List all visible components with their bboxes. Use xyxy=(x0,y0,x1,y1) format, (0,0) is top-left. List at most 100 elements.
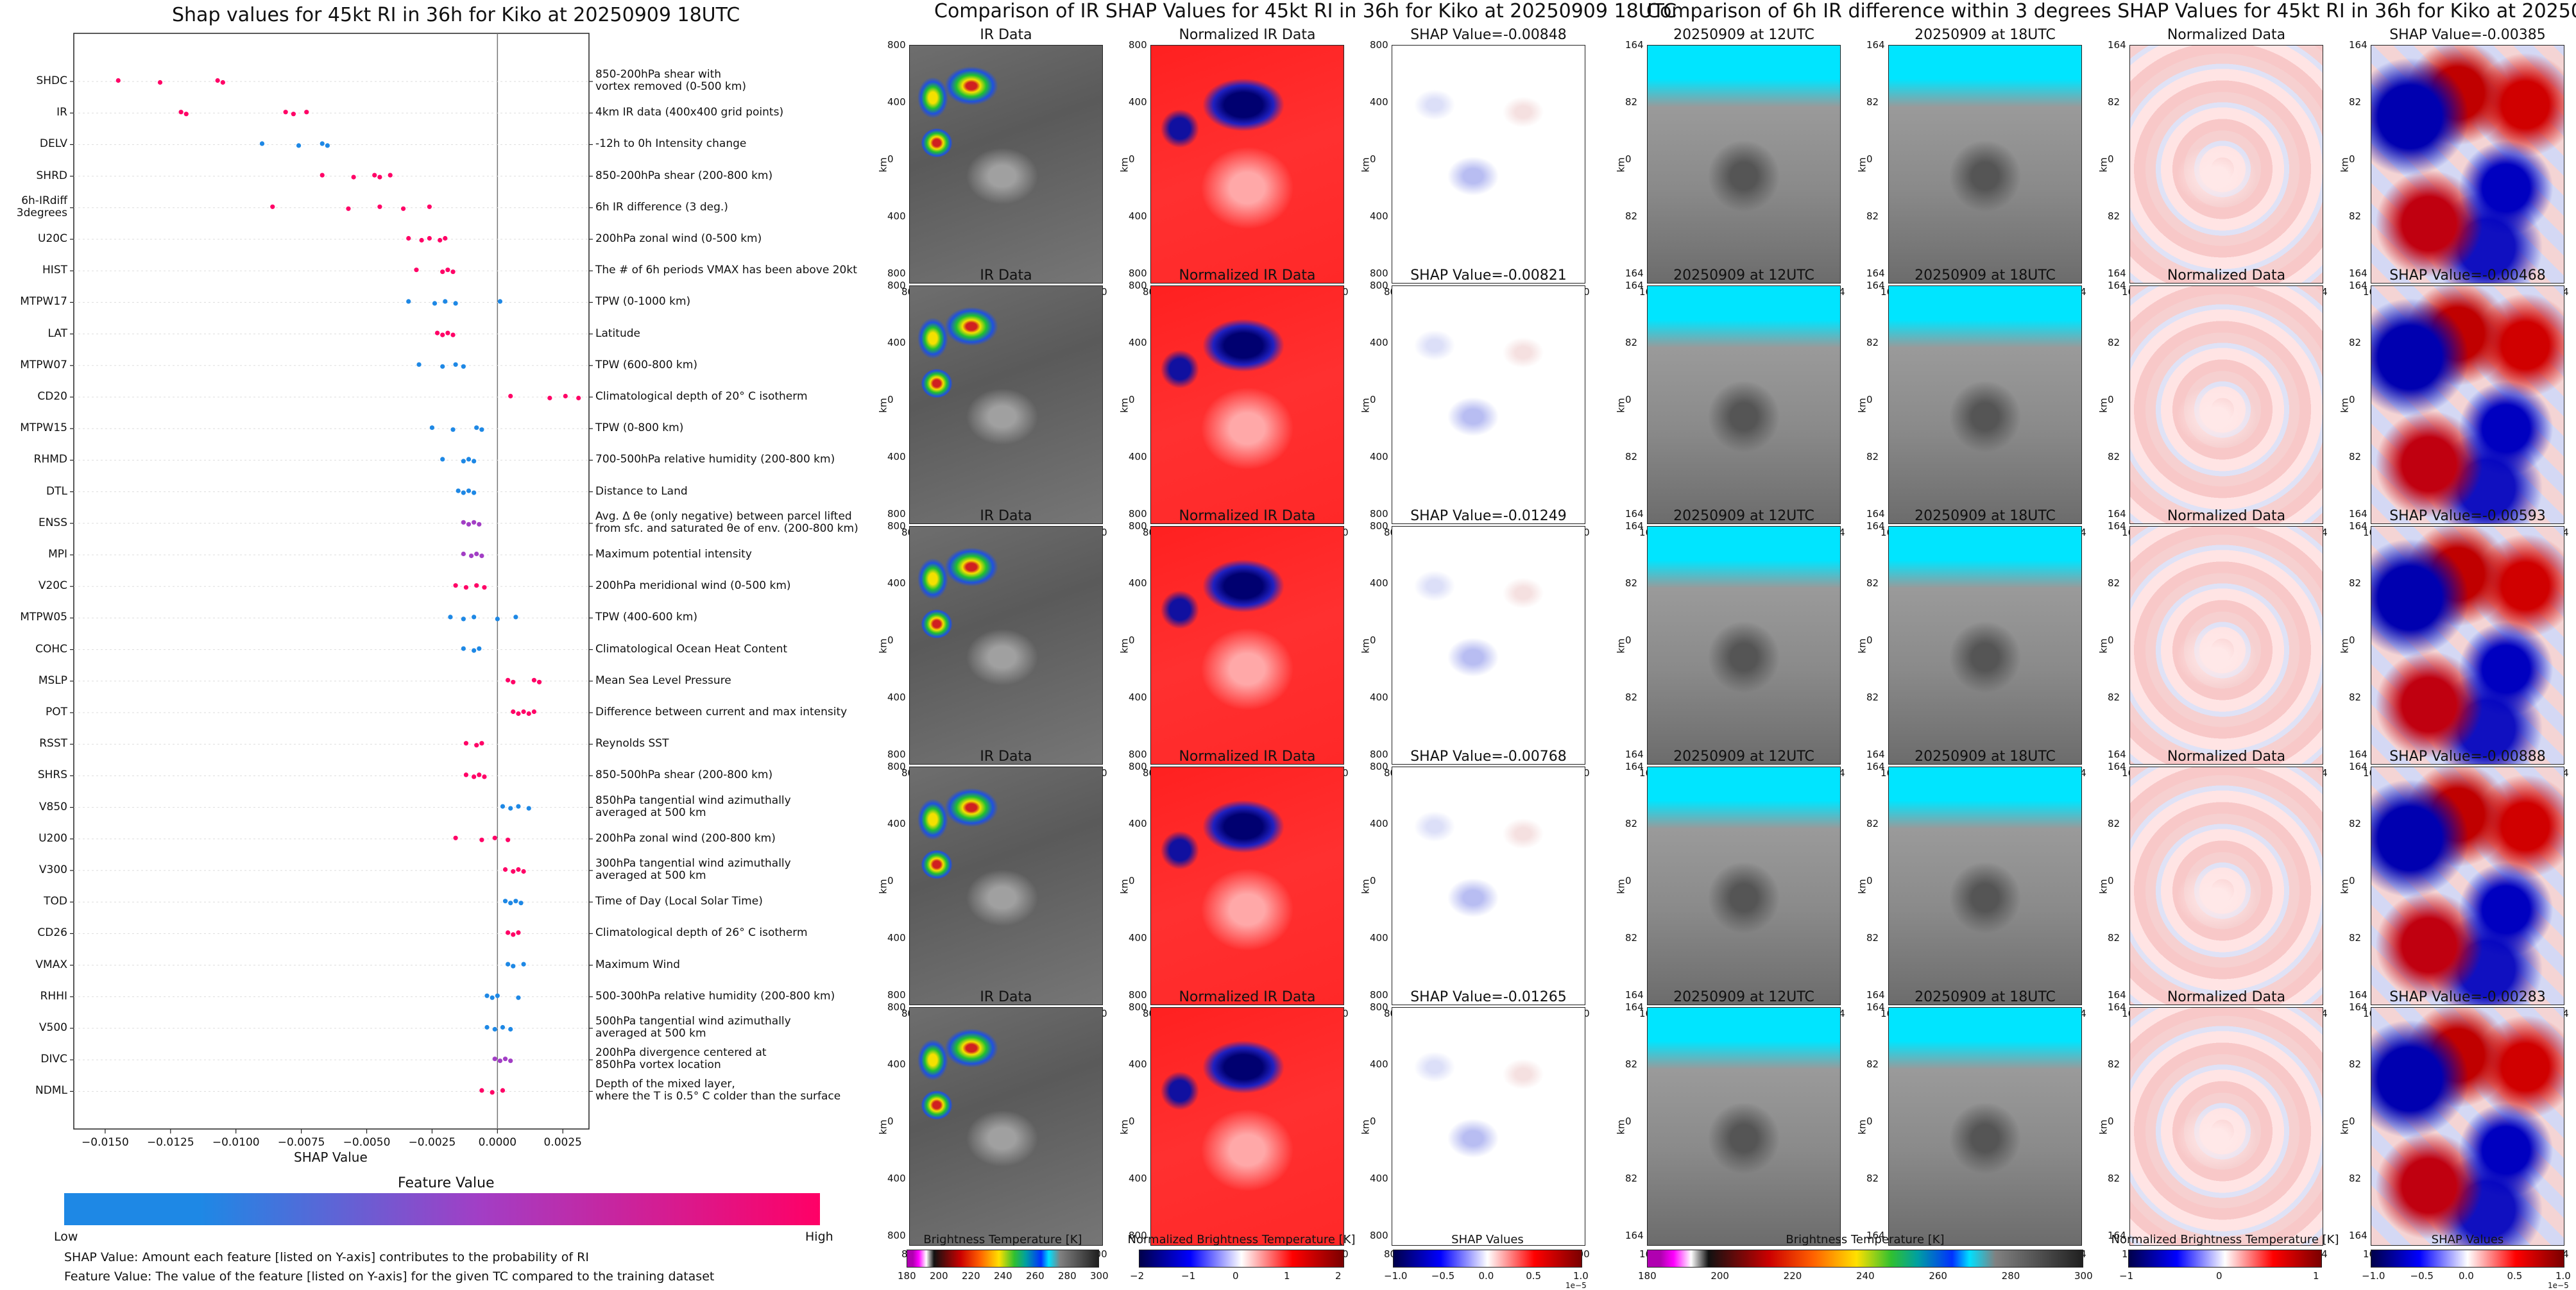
shap-point xyxy=(497,1058,503,1064)
panel-title: 20250909 at 12UTC xyxy=(1673,27,1814,43)
y-tick-label: 164 xyxy=(1625,267,1644,279)
y-axis-label: km xyxy=(2339,879,2351,894)
x-tick-label: −0.0100 xyxy=(212,1136,260,1149)
heatmap-panel xyxy=(2371,1007,2564,1246)
y-axis-label: km xyxy=(1360,1119,1372,1135)
y-tick-label: 400 xyxy=(887,337,906,348)
y-tick-label: 164 xyxy=(2108,280,2126,291)
shap-point xyxy=(479,553,484,559)
y-tick-label: 400 xyxy=(1370,210,1388,222)
heatmap-panel xyxy=(909,285,1103,524)
y-tick-label: 164 xyxy=(1625,749,1644,760)
y-tick-label: 400 xyxy=(1370,337,1388,348)
y-tick-label: 82 xyxy=(2108,337,2120,348)
y-tick-label: 82 xyxy=(1625,1173,1638,1184)
shap-point xyxy=(461,616,466,622)
panel-title: 20250909 at 18UTC xyxy=(1915,749,2056,765)
y-tick-label: 164 xyxy=(1625,989,1644,1001)
panel-title: Normalized Data xyxy=(2167,989,2286,1005)
y-tick-label: 82 xyxy=(1625,818,1638,829)
panel-title: Normalized Data xyxy=(2167,749,2286,765)
heatmap-panel xyxy=(2129,767,2323,1005)
shap-point xyxy=(432,301,438,306)
heatmap-panel xyxy=(1647,285,1841,524)
y-axis-label: km xyxy=(1615,879,1627,894)
panel-title: SHAP Value=-0.00468 xyxy=(2389,267,2546,284)
shap-point xyxy=(500,804,506,809)
shap-point xyxy=(497,299,503,304)
shap-point xyxy=(443,235,448,241)
y-tick-label: 0 xyxy=(1625,875,1632,887)
feature-description: Reynolds SST xyxy=(595,737,669,751)
feature-label: U200 xyxy=(38,831,67,845)
y-tick-label: 800 xyxy=(1129,761,1147,772)
shap-point xyxy=(479,837,484,842)
y-tick-label: 800 xyxy=(1370,520,1388,532)
y-tick-label: 800 xyxy=(1129,39,1147,51)
heatmap-panel xyxy=(1888,285,2082,524)
colorbar xyxy=(1139,1250,1344,1268)
y-tick-label: 800 xyxy=(1129,267,1147,279)
y-axis-label: km xyxy=(1856,1119,1868,1135)
y-tick-label: 82 xyxy=(2349,818,2362,829)
y-tick-label: 0 xyxy=(1370,1116,1376,1127)
y-tick-label: 164 xyxy=(1866,39,1885,51)
y-tick-label: 164 xyxy=(1625,280,1644,291)
panel-title: SHAP Value=-0.00821 xyxy=(1410,267,1567,284)
shap-plot-frame xyxy=(73,33,590,1130)
shap-point xyxy=(372,173,377,178)
feature-label: COHC xyxy=(35,642,67,656)
shap-point xyxy=(477,646,482,651)
shap-point xyxy=(461,490,466,495)
y-tick-label: 800 xyxy=(1129,1230,1147,1241)
heatmap-panel xyxy=(1392,45,1585,284)
shap-point xyxy=(492,1057,497,1062)
y-tick-label: 400 xyxy=(1370,96,1388,108)
feature-label: NDML xyxy=(35,1084,67,1098)
heatmap-panel xyxy=(1150,1007,1344,1246)
colorbar-tick-label: 200 xyxy=(1710,1270,1729,1282)
y-tick-label: 82 xyxy=(2108,210,2120,222)
shap-point xyxy=(461,364,466,369)
feature-description: Maximum Wind xyxy=(595,958,680,971)
y-tick-label: 400 xyxy=(1370,1173,1388,1184)
shap-point xyxy=(463,585,469,590)
feature-label: MTPW15 xyxy=(20,421,67,435)
y-tick-label: 82 xyxy=(2349,1058,2362,1070)
shap-point xyxy=(466,457,472,462)
y-tick-label: 400 xyxy=(1129,577,1147,589)
feature-description: 850-200hPa shear with vortex removed (0-… xyxy=(595,68,746,93)
heatmap-panel xyxy=(1392,526,1585,765)
diff-comparison-title: Comparison of 6h IR difference within 3 … xyxy=(1646,0,2576,22)
y-tick-label: 164 xyxy=(2349,267,2367,279)
heatmap-panel xyxy=(1647,526,1841,765)
feature-label: SHDC xyxy=(36,74,67,87)
heatmap-panel xyxy=(2371,767,2564,1005)
feature-label: POT xyxy=(45,706,67,718)
panel-title: Normalized Data xyxy=(2167,27,2286,43)
y-tick-label: 0 xyxy=(1129,875,1135,887)
panel-title: Normalized IR Data xyxy=(1179,749,1316,765)
shap-point xyxy=(490,995,495,1000)
colorbar-tick-label: −1 xyxy=(1181,1270,1196,1282)
shap-point xyxy=(531,677,537,683)
shap-point xyxy=(450,427,456,432)
shap-point xyxy=(472,774,477,779)
shap-point xyxy=(461,520,466,525)
colorbar-tick-label: 280 xyxy=(2001,1270,2020,1282)
feature-description: Avg. Δ θe (only negative) between parcel… xyxy=(595,509,858,535)
y-tick-label: 164 xyxy=(1866,1230,1885,1241)
y-tick-label: 164 xyxy=(1866,989,1885,1001)
y-tick-label: 800 xyxy=(887,1230,906,1241)
y-tick-label: 800 xyxy=(1129,1001,1147,1013)
feature-description: Mean Sea Level Pressure xyxy=(595,674,731,687)
panel-title: Normalized IR Data xyxy=(1179,508,1316,524)
panel-title: SHAP Value=-0.00593 xyxy=(2389,508,2546,524)
shap-point xyxy=(508,393,513,399)
y-tick-label: 0 xyxy=(887,875,894,887)
panel-title: Normalized IR Data xyxy=(1179,267,1316,284)
heatmap-panel xyxy=(1647,45,1841,284)
y-tick-label: 82 xyxy=(2108,1058,2120,1070)
y-tick-label: 164 xyxy=(2108,1230,2126,1241)
